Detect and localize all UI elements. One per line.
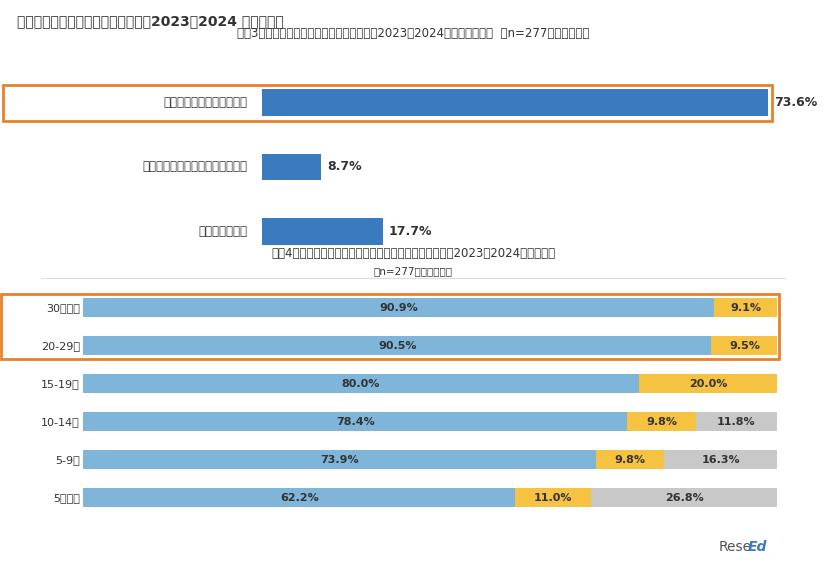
Text: 90.9%: 90.9%	[379, 302, 418, 312]
Text: 10-14人: 10-14人	[41, 416, 80, 427]
Bar	[3, 85, 771, 121]
Text: Rese: Rese	[719, 540, 752, 554]
Bar	[628, 412, 695, 431]
Bar	[83, 450, 596, 469]
Text: 9.8%: 9.8%	[646, 416, 677, 427]
Text: 8.7%: 8.7%	[327, 161, 362, 174]
Text: 検討していない: 検討していない	[199, 225, 248, 238]
Bar	[83, 336, 711, 355]
Text: 26.8%: 26.8%	[665, 493, 704, 502]
Text: 【図3】新しい学生支援プログラムの実施〈2023〜2024年度実績〉全体  （n=277／単一回答）: 【図3】新しい学生支援プログラムの実施〈2023〜2024年度実績〉全体 （n=…	[237, 28, 589, 40]
Bar	[596, 450, 664, 469]
Text: 11.8%: 11.8%	[717, 416, 756, 427]
Text: Ed: Ed	[748, 540, 767, 554]
Text: 16.3%: 16.3%	[701, 455, 740, 465]
Text: 新しい学生支援プログラムの実施（2023〜2024 年度実績）: 新しい学生支援プログラムの実施（2023〜2024 年度実績）	[17, 14, 283, 28]
Text: 62.2%: 62.2%	[280, 493, 319, 502]
Text: 20.0%: 20.0%	[689, 379, 727, 389]
Text: 30人以上: 30人以上	[46, 302, 80, 312]
Bar	[83, 298, 714, 317]
Text: 11.0%: 11.0%	[534, 493, 572, 502]
Bar	[2, 294, 780, 359]
Bar	[83, 412, 628, 431]
Text: 9.5%: 9.5%	[729, 341, 760, 351]
Text: 80.0%: 80.0%	[342, 379, 380, 389]
Text: 15-19人: 15-19人	[41, 379, 80, 389]
Text: （n=277／単一回答）: （n=277／単一回答）	[373, 266, 453, 276]
Text: ベネッセ i-キャリア「まなぶとはたらをつなぐ研究所」「大学キャリアセンターの学生キャリア支援調査2024」（2024.12）: ベネッセ i-キャリア「まなぶとはたらをつなぐ研究所」「大学キャリアセンターの学…	[247, 303, 579, 312]
Text: 17.7%: 17.7%	[389, 225, 432, 238]
Bar	[638, 374, 777, 393]
Bar	[83, 488, 515, 507]
Text: 73.9%: 73.9%	[320, 455, 359, 465]
Text: 5人未満: 5人未満	[53, 493, 80, 502]
Text: 20-29人: 20-29人	[40, 341, 80, 351]
Text: 新たな取り組みを実施した: 新たな取り組みを実施した	[164, 96, 248, 109]
Bar	[515, 488, 591, 507]
Bar	[262, 153, 321, 180]
Bar	[262, 217, 383, 244]
Text: 5-9人: 5-9人	[55, 455, 80, 465]
Bar	[714, 298, 777, 317]
Text: 78.4%: 78.4%	[336, 416, 375, 427]
Text: 9.8%: 9.8%	[615, 455, 646, 465]
Text: 検討は進めたが実施できなかった: 検討は進めたが実施できなかった	[143, 161, 248, 174]
Text: 73.6%: 73.6%	[774, 96, 817, 109]
Bar	[83, 374, 638, 393]
Text: 9.1%: 9.1%	[730, 302, 762, 312]
Text: 【図4】新しい学生支援プログラムの実施／職員規模別〈2023〜2024年度実績〉: 【図4】新しい学生支援プログラムの実施／職員規模別〈2023〜2024年度実績〉	[271, 247, 555, 260]
Bar	[664, 450, 777, 469]
Bar	[591, 488, 777, 507]
Bar	[711, 336, 777, 355]
Bar	[695, 412, 777, 431]
Bar	[262, 89, 768, 116]
Text: 90.5%: 90.5%	[378, 341, 416, 351]
